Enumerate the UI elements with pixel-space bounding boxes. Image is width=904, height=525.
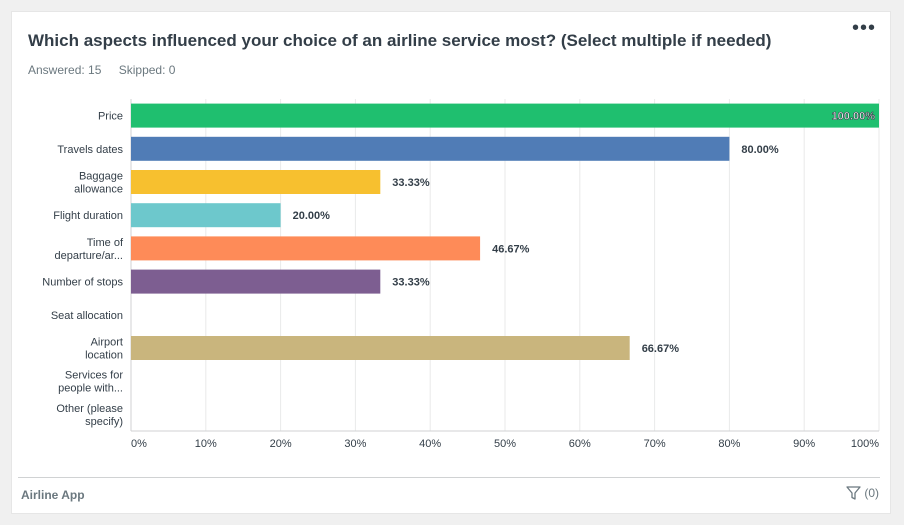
x-tick-label: 10% bbox=[195, 438, 217, 450]
category-label: specify) bbox=[85, 416, 123, 428]
bar-chart: 0% 10% 20% 30% 40% 50% 60% 70% 80% 90% 100% Price 10… bbox=[42, 99, 880, 450]
skipped-count: Skipped: 0 bbox=[118, 63, 176, 77]
question-title: Which aspects influenced your choice of … bbox=[28, 31, 772, 50]
category-label: Services for bbox=[65, 370, 123, 382]
data-label: 33.33% bbox=[392, 177, 430, 189]
question-card: ••• Which aspects influenced your choice… bbox=[11, 11, 891, 514]
category-label: Travels dates bbox=[57, 144, 123, 156]
bar bbox=[131, 269, 381, 294]
category-label: Number of stops bbox=[42, 277, 123, 289]
category-label: Airport bbox=[91, 337, 123, 349]
answered-count: Answered: 15 bbox=[28, 63, 102, 77]
bar bbox=[131, 203, 281, 228]
x-tick-label: 50% bbox=[494, 438, 516, 450]
category-label: allowance bbox=[74, 184, 123, 196]
x-tick-label: 60% bbox=[569, 438, 591, 450]
data-label: 66.67% bbox=[642, 343, 680, 355]
x-tick-label: 0% bbox=[131, 438, 147, 450]
data-label: 80.00% bbox=[741, 144, 779, 156]
x-tick-label: 30% bbox=[344, 438, 366, 450]
x-tick-label: 90% bbox=[793, 438, 815, 450]
data-label: 46.67% bbox=[492, 243, 530, 255]
data-label: 100.00% bbox=[832, 111, 876, 123]
x-tick-label: 40% bbox=[419, 438, 441, 450]
filter-count: (0) bbox=[864, 486, 879, 500]
category-label: departure/ar... bbox=[55, 250, 124, 262]
filter-button[interactable]: (0) bbox=[846, 486, 879, 500]
bar bbox=[131, 336, 630, 360]
x-tick-label: 70% bbox=[644, 438, 666, 450]
footer-divider bbox=[18, 477, 880, 478]
bar bbox=[131, 103, 879, 128]
category-label: Price bbox=[98, 111, 123, 123]
data-label: 20.00% bbox=[293, 210, 331, 222]
more-options-icon[interactable]: ••• bbox=[851, 17, 876, 39]
survey-name: Airline App bbox=[21, 488, 85, 502]
category-label: Seat allocation bbox=[51, 310, 123, 322]
bar bbox=[131, 136, 730, 161]
category-label: Baggage bbox=[79, 171, 123, 183]
bar bbox=[131, 170, 381, 194]
category-label: people with... bbox=[58, 383, 123, 395]
x-tick-label: 80% bbox=[718, 438, 740, 450]
response-stats: Answered: 15 Skipped: 0 bbox=[28, 63, 189, 77]
category-label: Other (please bbox=[56, 403, 123, 415]
bar bbox=[131, 236, 481, 261]
data-label: 33.33% bbox=[392, 277, 430, 289]
x-tick-label: 20% bbox=[270, 438, 292, 450]
category-label: location bbox=[85, 350, 123, 362]
filter-icon bbox=[846, 486, 861, 500]
category-label: Time of bbox=[87, 237, 124, 249]
x-tick-label: 100% bbox=[851, 438, 879, 450]
category-label: Flight duration bbox=[53, 210, 123, 222]
